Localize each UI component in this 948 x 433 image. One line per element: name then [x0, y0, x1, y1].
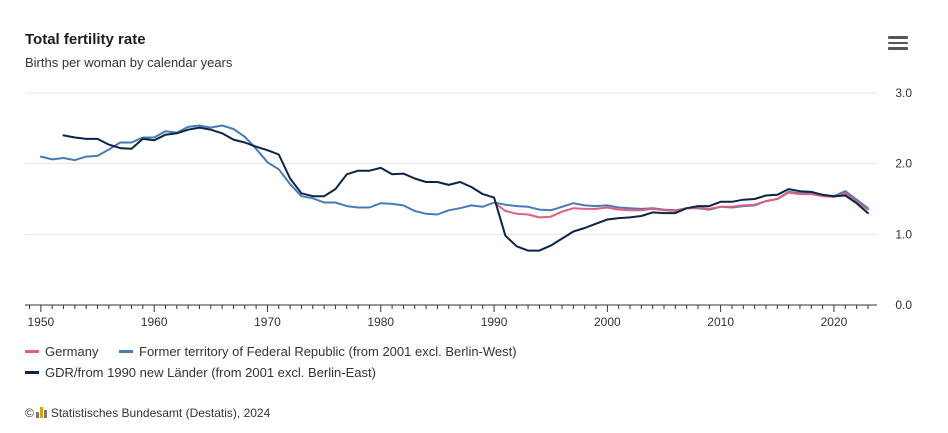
y-axis-ticks: 0.0 1.0 2.0 3.0	[895, 86, 912, 312]
chart-title: Total fertility rate	[25, 31, 146, 48]
destatis-logo-icon	[35, 407, 48, 418]
y-tick-label: 3.0	[895, 86, 912, 100]
legend-item-gdr[interactable]: GDR/from 1990 new Länder (from 2001 excl…	[25, 365, 376, 380]
chart-subtitle: Births per woman by calendar years	[25, 55, 233, 70]
x-tick-label: 2000	[594, 315, 621, 329]
credit-text: Statistisches Bundesamt (Destatis), 2024	[50, 406, 271, 420]
series-line-gdr[interactable]	[62, 126, 869, 252]
legend-label-germany: Germany	[45, 344, 99, 359]
legend-label-gdr: GDR/from 1990 new Länder (from 2001 excl…	[45, 365, 376, 380]
legend-item-germany[interactable]: Germany	[25, 344, 98, 359]
series-lines	[39, 124, 869, 252]
y-tick-label: 1.0	[895, 227, 912, 241]
legend-swatch-gdr	[25, 371, 39, 374]
legend-label-frg: Former territory of Federal Republic (fr…	[139, 344, 517, 359]
x-tick-label: 1980	[367, 315, 394, 329]
x-tick-label: 1950	[28, 315, 55, 329]
source-credit: © Statistisches Bundesamt (Destatis), 202…	[25, 406, 270, 420]
series-line-frg[interactable]	[39, 124, 869, 216]
grid-lines	[25, 92, 877, 235]
y-tick-label: 2.0	[895, 157, 912, 171]
fertility-line-chart: 0.0 1.0 2.0 3.0 1950 1960 1970 1980 1990 2000 201…	[25, 86, 912, 329]
x-tick-label: 1970	[254, 315, 281, 329]
copyright-symbol: ©	[25, 406, 34, 420]
x-tick-label: 2010	[707, 315, 734, 329]
y-tick-label: 0.0	[895, 298, 912, 312]
series-line-germany[interactable]	[493, 191, 869, 219]
x-axis: 1950 1960 1970 1980 1990 2000 2010 2020	[25, 304, 877, 329]
menu-bar-bottom	[888, 47, 908, 50]
x-tick-label: 2020	[821, 315, 848, 329]
x-tick-label: 1990	[481, 315, 508, 329]
legend-swatch-frg	[119, 350, 133, 353]
hamburger-menu-icon[interactable]	[888, 36, 908, 54]
menu-bar-top	[888, 36, 908, 39]
x-tick-label: 1960	[141, 315, 168, 329]
menu-bar-middle	[888, 41, 908, 44]
legend-swatch-germany	[25, 350, 39, 353]
legend-item-frg[interactable]: Former territory of Federal Republic (fr…	[119, 344, 517, 359]
